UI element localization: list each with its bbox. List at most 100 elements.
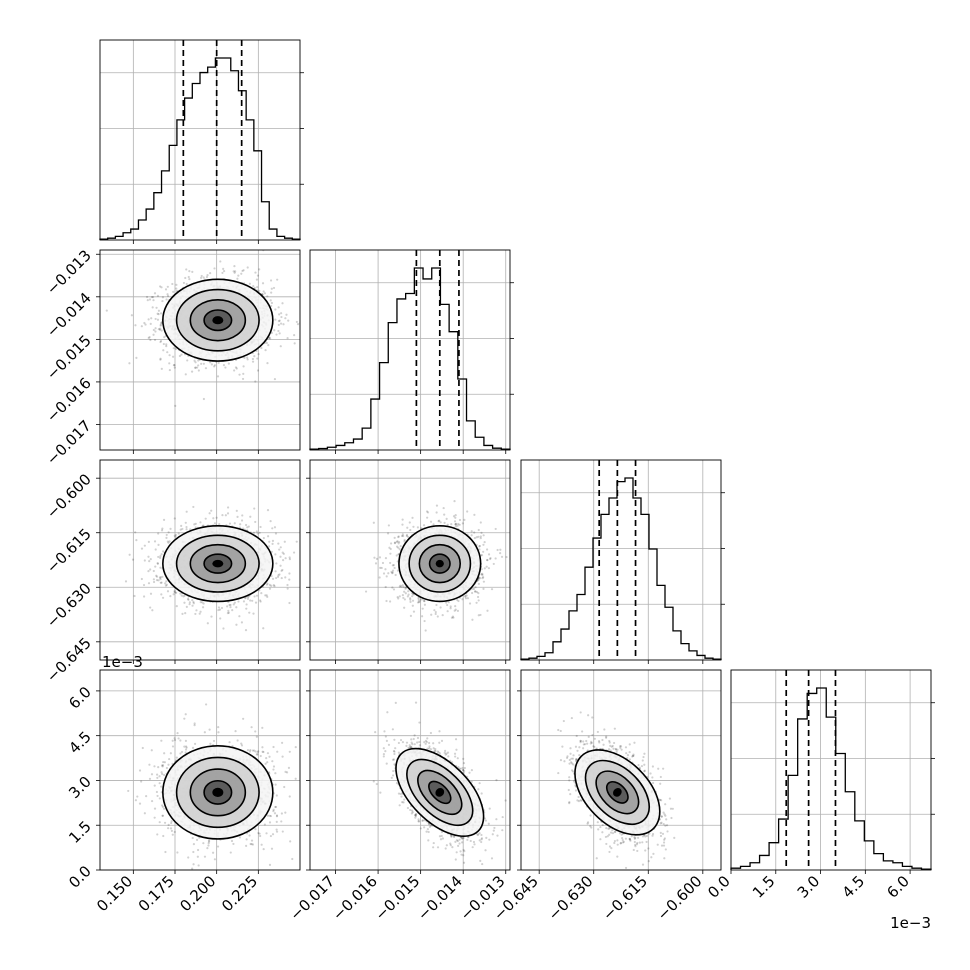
sample-point <box>482 534 485 537</box>
sample-point <box>246 356 249 359</box>
sample-point <box>390 570 393 574</box>
sample-point <box>162 349 165 352</box>
sample-point <box>202 276 205 279</box>
sample-point <box>477 528 480 532</box>
sample-point <box>157 327 160 331</box>
sample-point <box>277 319 281 323</box>
sample-point <box>255 530 258 533</box>
sample-point <box>154 330 157 333</box>
sample-point <box>456 609 460 612</box>
sample-point <box>391 569 395 572</box>
sample-point <box>473 536 476 540</box>
sample-point <box>473 513 476 516</box>
sample-point <box>159 566 162 569</box>
sample-point <box>384 585 387 589</box>
sample-point <box>406 595 409 598</box>
sample-point <box>384 568 387 571</box>
sample-point <box>177 532 180 535</box>
sample-point <box>281 568 284 572</box>
sample-point <box>445 601 448 604</box>
y-tick-label: −0.016 <box>43 374 95 426</box>
sample-point <box>238 615 241 618</box>
sample-point <box>258 531 261 534</box>
sample-point <box>234 366 238 369</box>
sample-point <box>165 343 168 346</box>
sample-point <box>486 559 489 562</box>
sample-point <box>148 336 151 339</box>
sample-point <box>154 317 157 321</box>
sample-point <box>253 355 256 358</box>
sample-point <box>160 581 163 584</box>
x-tick-label: 6.0 <box>883 872 913 902</box>
sample-point <box>245 607 248 610</box>
sample-point <box>256 369 260 372</box>
sample-point <box>426 511 430 514</box>
sample-point <box>285 313 288 316</box>
sample-point <box>165 533 168 537</box>
sample-point <box>288 601 291 605</box>
sample-point <box>281 302 284 305</box>
sample-point <box>268 587 272 590</box>
sample-point <box>258 289 261 292</box>
sample-point <box>404 592 407 595</box>
sample-point <box>157 543 160 547</box>
sample-point <box>288 572 291 575</box>
sample-point <box>435 511 438 514</box>
sample-point <box>174 533 178 537</box>
sample-point <box>452 515 456 518</box>
sample-point <box>398 585 401 588</box>
sample-point <box>266 508 270 512</box>
sample-point <box>283 540 286 543</box>
sample-point <box>267 344 270 347</box>
sample-point <box>260 346 263 350</box>
y-tick-label: −0.014 <box>43 289 95 341</box>
sample-point <box>455 522 458 525</box>
sample-point <box>385 575 388 578</box>
sample-point <box>159 339 163 343</box>
sample-point <box>461 598 464 601</box>
sample-point <box>417 601 421 604</box>
sample-point <box>152 569 155 573</box>
sample-point <box>278 313 281 316</box>
sample-point <box>168 540 171 543</box>
sample-point <box>272 286 276 290</box>
sample-point <box>149 558 152 561</box>
sample-point <box>454 514 457 517</box>
sample-point <box>161 575 164 578</box>
sample-point <box>174 591 177 594</box>
sample-point <box>158 328 162 331</box>
sample-point <box>210 615 213 618</box>
sample-point <box>237 600 240 603</box>
sample-point <box>184 373 187 376</box>
sample-point <box>245 603 248 606</box>
sample-point <box>242 269 245 272</box>
sample-point <box>159 285 162 288</box>
sample-point <box>165 536 168 539</box>
panel-frame <box>99 39 301 241</box>
sample-point <box>191 598 194 602</box>
sample-point <box>270 291 273 294</box>
sample-point <box>278 332 281 335</box>
sample-point <box>398 548 401 551</box>
sample-point <box>281 551 284 554</box>
sample-point <box>479 613 482 617</box>
sample-point <box>213 364 217 367</box>
sample-point <box>279 564 282 567</box>
sample-point <box>282 559 285 562</box>
sample-point <box>160 553 163 556</box>
sample-point <box>186 359 189 362</box>
sample-point <box>188 270 191 273</box>
density-panel-1-0 <box>105 250 300 407</box>
sample-point <box>209 361 212 364</box>
sample-point <box>400 585 403 588</box>
sample-point <box>409 597 412 600</box>
sample-point <box>268 540 271 543</box>
sample-point <box>168 362 171 365</box>
sample-point <box>226 612 230 615</box>
sample-point <box>388 600 392 603</box>
sample-point <box>392 564 395 567</box>
sample-point <box>154 565 157 568</box>
axis-group <box>100 40 304 244</box>
sample-point <box>180 353 183 356</box>
sample-point <box>172 593 175 596</box>
